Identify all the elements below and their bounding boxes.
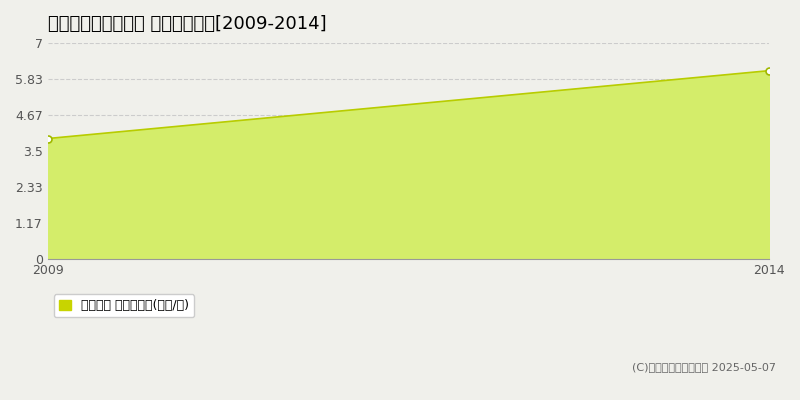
Legend: 土地価格 平均坪単価(万円/坪): 土地価格 平均坪単価(万円/坪) <box>54 294 194 317</box>
Text: (C)土地価格ドットコム 2025-05-07: (C)土地価格ドットコム 2025-05-07 <box>632 362 776 372</box>
Text: 賀茂郡南伊豆町二條 土地価格推移[2009-2014]: 賀茂郡南伊豆町二條 土地価格推移[2009-2014] <box>48 15 326 33</box>
